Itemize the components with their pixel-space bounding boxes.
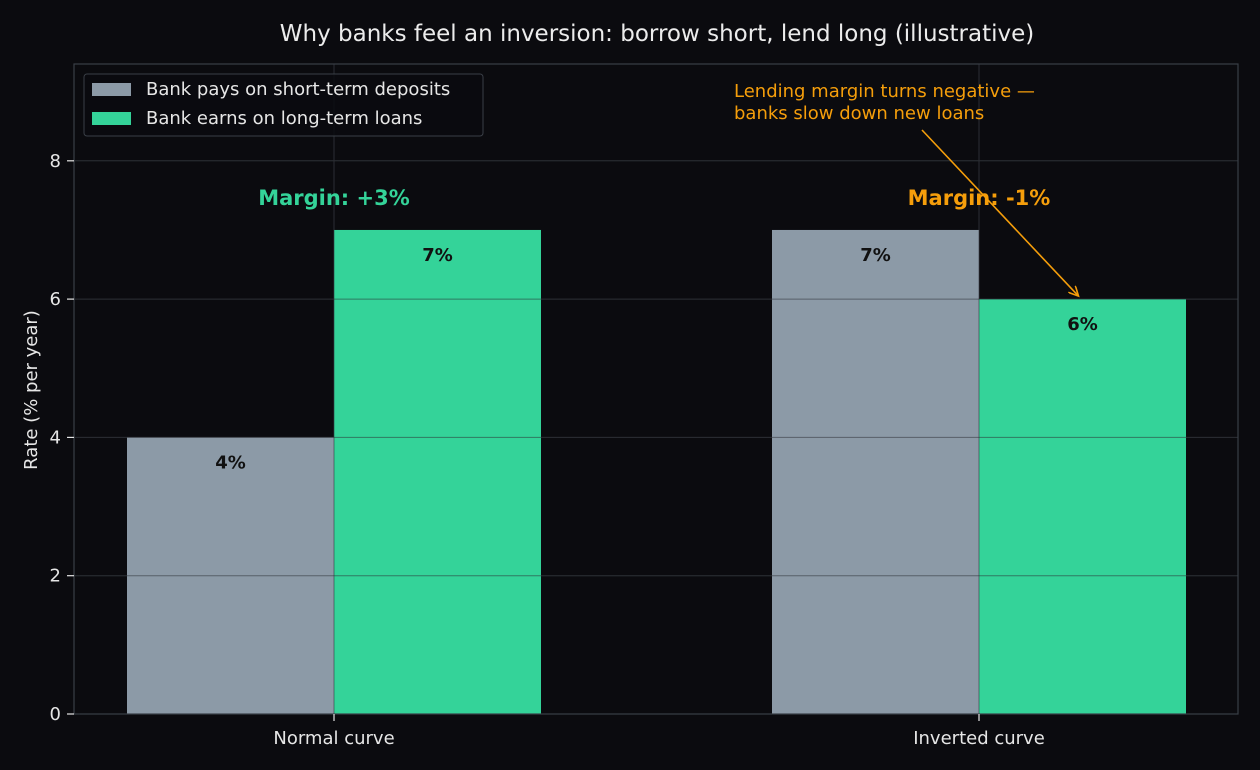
bar-value-label: 7% <box>860 245 891 266</box>
bar-value-label: 4% <box>215 452 246 473</box>
legend-swatch <box>92 83 131 96</box>
legend-box <box>83 73 484 137</box>
bar-loan-1 <box>979 299 1186 714</box>
y-axis-label: Rate (% per year) <box>21 310 42 470</box>
x-tick-label: Inverted curve <box>913 728 1045 749</box>
bar-deposit-1 <box>772 229 979 714</box>
y-tick-label: 0 <box>50 704 61 725</box>
legend-label: Bank pays on short-term deposits <box>146 79 450 100</box>
bar-value-label: 7% <box>422 245 453 266</box>
legend: Bank pays on short-term deposits Bank ear… <box>83 73 484 137</box>
overlay-grid-layer <box>74 64 1238 714</box>
annotation-arrow <box>921 129 1079 296</box>
annotation-text: Lending margin turns negative — <box>734 81 1035 102</box>
plot-frame <box>73 63 1239 715</box>
y-tick-label: 2 <box>50 566 61 587</box>
annotation-text: banks slow down new loans <box>734 103 984 124</box>
annotation: Lending margin turns negative —banks slo… <box>734 81 1079 296</box>
legend-swatch <box>92 112 131 125</box>
y-tick-label: 8 <box>50 151 61 172</box>
axis-layer: 0 2 4 6 8 Normal curve Inverted curve <box>50 151 1045 749</box>
margin-label: Margin: +3% <box>258 186 410 210</box>
chart-title: Why banks feel an inversion: borrow shor… <box>280 21 1034 47</box>
y-tick-label: 4 <box>50 427 61 448</box>
bar-value-label: 6% <box>1067 314 1098 335</box>
bar-loan-0 <box>334 229 541 714</box>
x-tick-label: Normal curve <box>273 728 394 749</box>
legend-label: Bank earns on long-term loans <box>146 108 422 129</box>
y-tick-label: 6 <box>50 289 61 310</box>
